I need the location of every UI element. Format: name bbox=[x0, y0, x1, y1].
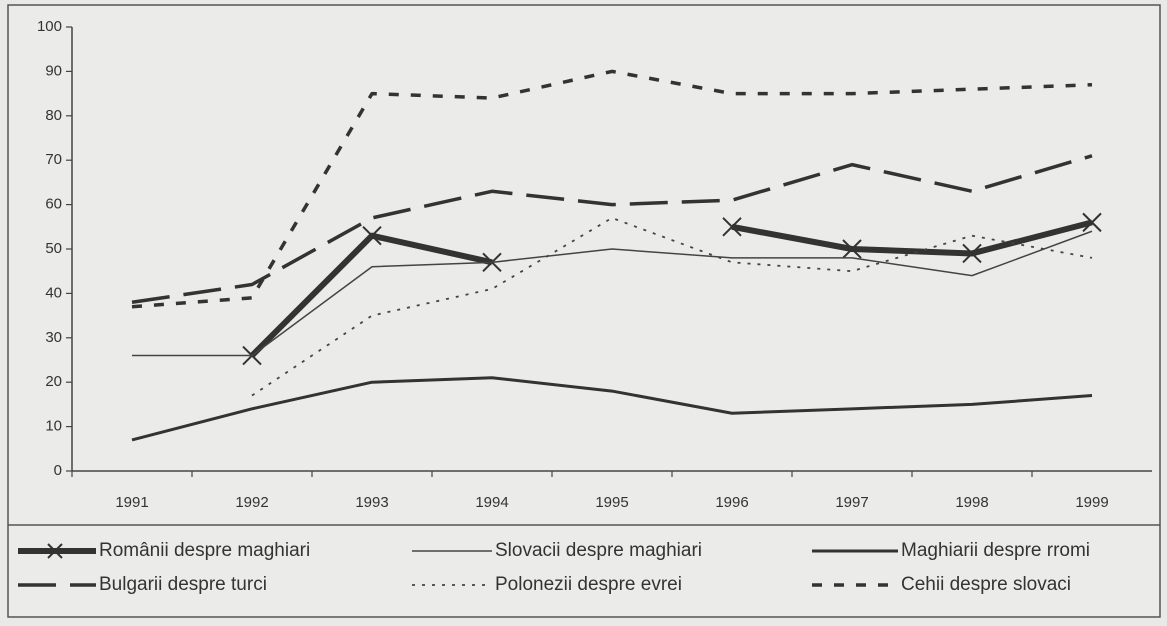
marker bbox=[962, 243, 982, 264]
marker bbox=[1082, 212, 1102, 233]
chart-frame bbox=[7, 4, 1161, 618]
x-tick-label: 1999 bbox=[1075, 494, 1108, 511]
legend-label: Polonezii despre evrei bbox=[495, 574, 682, 595]
y-tick-label: 80 bbox=[45, 107, 62, 124]
legend-marker bbox=[47, 543, 63, 559]
x-tick-label: 1995 bbox=[595, 494, 628, 511]
series-line bbox=[251, 217, 1093, 397]
x-tick-label: 1997 bbox=[835, 494, 868, 511]
marker bbox=[722, 217, 742, 237]
y-tick-label: 20 bbox=[45, 373, 62, 390]
x-tick-label: 1993 bbox=[355, 494, 388, 511]
y-tick-label: 30 bbox=[45, 329, 62, 346]
x-tick-label: 1991 bbox=[115, 494, 148, 511]
y-tick-label: 70 bbox=[45, 151, 62, 168]
x-tick-label: 1992 bbox=[235, 494, 268, 511]
y-tick-label: 0 bbox=[54, 462, 62, 479]
x-tick-label: 1994 bbox=[475, 494, 508, 511]
legend-label: Cehii despre slovaci bbox=[901, 574, 1071, 595]
y-tick-label: 10 bbox=[45, 418, 62, 435]
y-tick-label: 40 bbox=[45, 284, 62, 301]
y-tick-label: 60 bbox=[45, 196, 62, 213]
marker bbox=[842, 239, 862, 259]
marker bbox=[362, 225, 382, 246]
x-tick-label: 1998 bbox=[955, 494, 988, 511]
series-line bbox=[132, 230, 1093, 357]
y-tick-label: 100 bbox=[37, 18, 62, 35]
y-tick-label: 90 bbox=[45, 62, 62, 79]
legend-label: Românii despre maghiari bbox=[99, 540, 310, 561]
legend-label: Bulgarii despre turci bbox=[99, 574, 267, 595]
series-line bbox=[131, 154, 1093, 305]
legend-label: Slovacii despre maghiari bbox=[495, 540, 702, 561]
y-tick-label: 50 bbox=[45, 240, 62, 257]
series-line bbox=[131, 69, 1093, 309]
series-line bbox=[131, 376, 1093, 442]
x-tick-label: 1996 bbox=[715, 494, 748, 511]
legend-label: Maghiarii despre rromi bbox=[901, 540, 1090, 561]
